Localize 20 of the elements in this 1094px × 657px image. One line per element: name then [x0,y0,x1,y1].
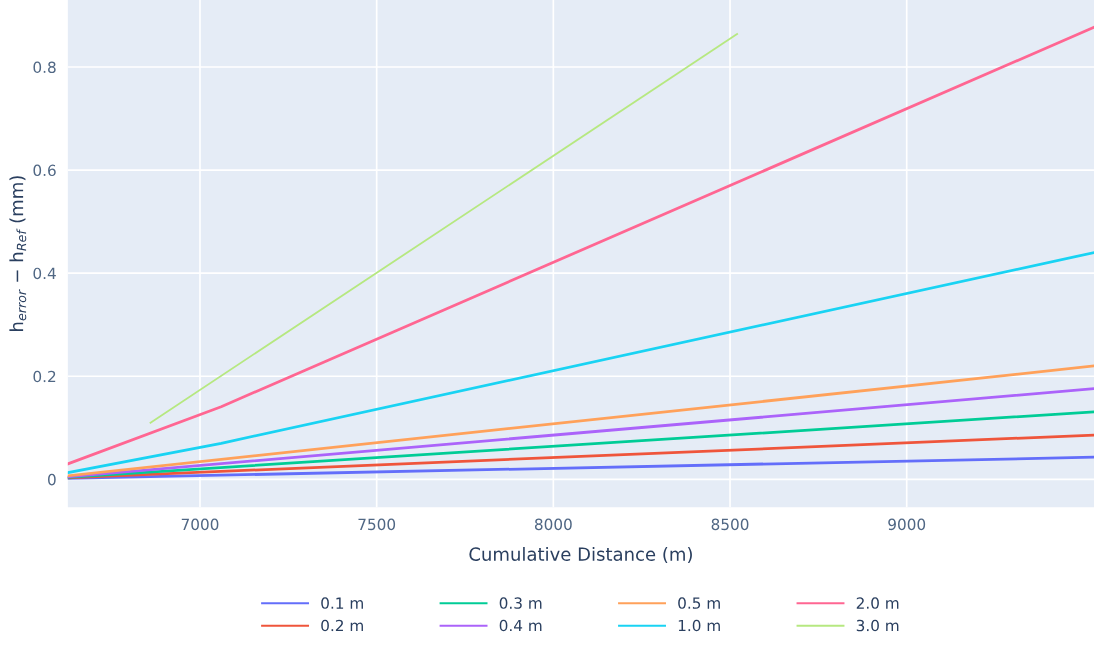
legend-label: 0.2 m [321,619,363,632]
legend-label: 0.1 m [321,597,363,609]
y-tick-label: 0.6 [33,164,56,177]
legend-label: 0.5 m [678,597,720,609]
legend-label: 0.4 m [499,619,542,632]
x-tick-label: 7500 [358,518,396,531]
y-tick-label: 0.8 [33,61,56,74]
x-tick-label: 8000 [534,518,572,531]
legend-label: 2.0 m [856,597,899,609]
y-axis-title: h$_{error}$ − h$_{Ref}$ (mm) [9,176,27,331]
legend-label: 3.0 m [856,619,899,632]
x-tick-label: 9000 [888,518,926,531]
legend-label: 1.0 m [678,619,720,632]
x-axis-title: Cumulative Distance (m) [469,546,692,564]
y-tick-label: 0.2 [33,370,56,383]
x-tick-label: 8500 [711,518,749,531]
legend-label: 0.3 m [499,597,542,609]
x-tick-label: 7000 [181,518,219,531]
y-tick-label: 0 [48,473,56,486]
y-tick-label: 0.4 [33,267,56,280]
